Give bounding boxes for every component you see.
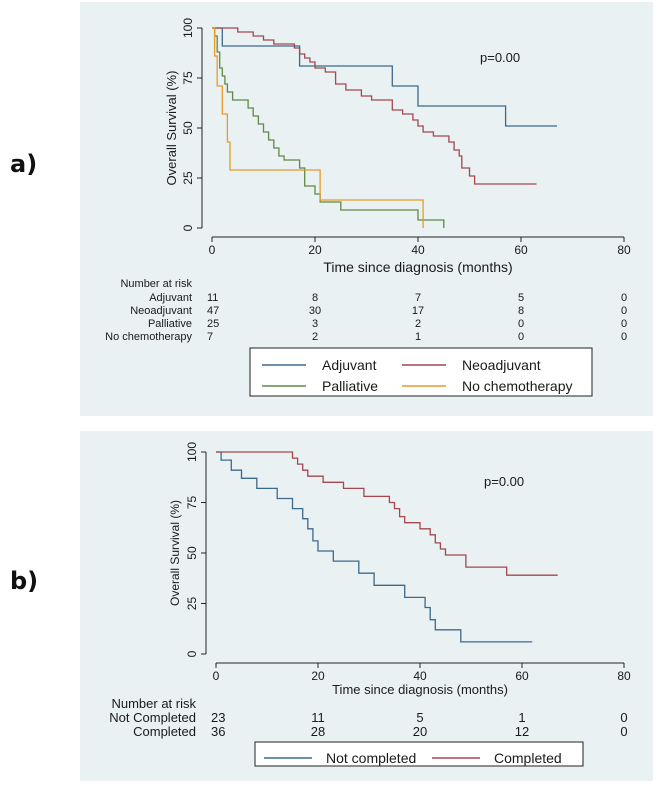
risk-count: 30 xyxy=(309,305,321,317)
risk-count: 8 xyxy=(518,305,524,317)
risk-count: 36 xyxy=(211,724,225,739)
risk-count: 47 xyxy=(207,305,219,317)
x-axis-title: Time since diagnosis (months) xyxy=(332,682,508,697)
risk-row-label: Completed xyxy=(133,724,196,739)
y-tick-label: 50 xyxy=(181,121,195,135)
x-tick-label: 80 xyxy=(617,669,631,683)
risk-count: 5 xyxy=(416,710,423,725)
risk-count: 11 xyxy=(207,292,218,304)
legend-label: No chemotherapy xyxy=(462,378,573,394)
risk-row-label: Adjuvant xyxy=(149,292,192,304)
y-tick-label: 25 xyxy=(185,597,199,611)
y-axis-title: Overall Survival (%) xyxy=(168,500,182,606)
legend-label: Palliative xyxy=(322,378,378,394)
risk-count: 0 xyxy=(518,331,524,343)
legend-box xyxy=(254,741,584,767)
risk-count: 23 xyxy=(211,710,225,725)
p-value-annotation: p=0.00 xyxy=(480,50,520,65)
risk-count: 7 xyxy=(415,292,421,304)
risk-table-header: Number at risk xyxy=(120,278,192,290)
series-line-palliative xyxy=(212,27,445,228)
risk-row-label: Not Completed xyxy=(109,710,196,725)
x-tick-label: 60 xyxy=(515,669,529,683)
x-tick-label: 20 xyxy=(311,669,325,683)
risk-count: 1 xyxy=(415,331,421,343)
risk-count: 3 xyxy=(312,318,318,330)
risk-table-header: Number at risk xyxy=(111,696,196,711)
risk-row-label: No chemotherapy xyxy=(105,331,192,343)
series-line-neoadjuvant xyxy=(212,27,537,185)
panel-label-b: b) xyxy=(10,567,39,595)
y-tick-label: 0 xyxy=(181,224,195,231)
risk-count: 2 xyxy=(415,318,421,330)
risk-count: 28 xyxy=(311,724,325,739)
x-axis-title: Time since diagnosis (months) xyxy=(323,259,512,275)
series-line-adjuvant xyxy=(212,27,557,127)
risk-count: 0 xyxy=(620,710,627,725)
risk-count: 17 xyxy=(412,305,424,317)
legend-label: Adjuvant xyxy=(322,357,377,373)
x-tick-label: 0 xyxy=(209,243,216,257)
risk-row-label: Neoadjuvant xyxy=(130,305,192,317)
x-tick-label: 40 xyxy=(411,243,425,257)
series-line-no-chemotherapy xyxy=(212,27,424,228)
series-line-not-completed xyxy=(216,451,533,643)
series-line-completed xyxy=(216,451,558,576)
risk-count: 12 xyxy=(515,724,529,739)
y-tick-label: 75 xyxy=(185,496,199,510)
legend-label: Completed xyxy=(494,750,562,766)
risk-count: 8 xyxy=(312,292,318,304)
p-value-annotation: p=0.00 xyxy=(484,474,524,489)
chart-panel-b xyxy=(80,431,653,781)
y-tick-label: 75 xyxy=(181,71,195,85)
y-tick-label: 50 xyxy=(185,546,199,560)
risk-count: 2 xyxy=(312,331,318,343)
legend-box xyxy=(249,347,593,397)
risk-count: 0 xyxy=(620,724,627,739)
y-tick-label: 100 xyxy=(181,18,195,38)
risk-count: 5 xyxy=(518,292,524,304)
legend-label: Not completed xyxy=(326,750,416,766)
legend-label: Neoadjuvant xyxy=(462,357,541,373)
y-tick-label: 0 xyxy=(185,650,199,657)
x-tick-label: 60 xyxy=(514,243,528,257)
risk-count: 0 xyxy=(621,292,627,304)
x-tick-label: 80 xyxy=(617,243,631,257)
panel-label-a: a) xyxy=(10,150,38,178)
risk-count: 1 xyxy=(518,710,525,725)
x-tick-label: 20 xyxy=(308,243,322,257)
y-axis-title: Overall Survival (%) xyxy=(164,71,179,186)
risk-count: 0 xyxy=(621,318,627,330)
risk-count: 11 xyxy=(311,710,325,725)
risk-count: 7 xyxy=(207,331,213,343)
y-tick-label: 100 xyxy=(185,442,199,462)
risk-count: 25 xyxy=(207,318,219,330)
x-tick-label: 0 xyxy=(213,669,220,683)
risk-count: 0 xyxy=(621,305,627,317)
x-tick-label: 40 xyxy=(413,669,427,683)
y-tick-label: 25 xyxy=(181,171,195,185)
risk-row-label: Palliative xyxy=(148,318,192,330)
risk-count: 0 xyxy=(621,331,627,343)
risk-count: 0 xyxy=(518,318,524,330)
risk-count: 20 xyxy=(413,724,427,739)
chart-panel-a xyxy=(80,2,653,416)
